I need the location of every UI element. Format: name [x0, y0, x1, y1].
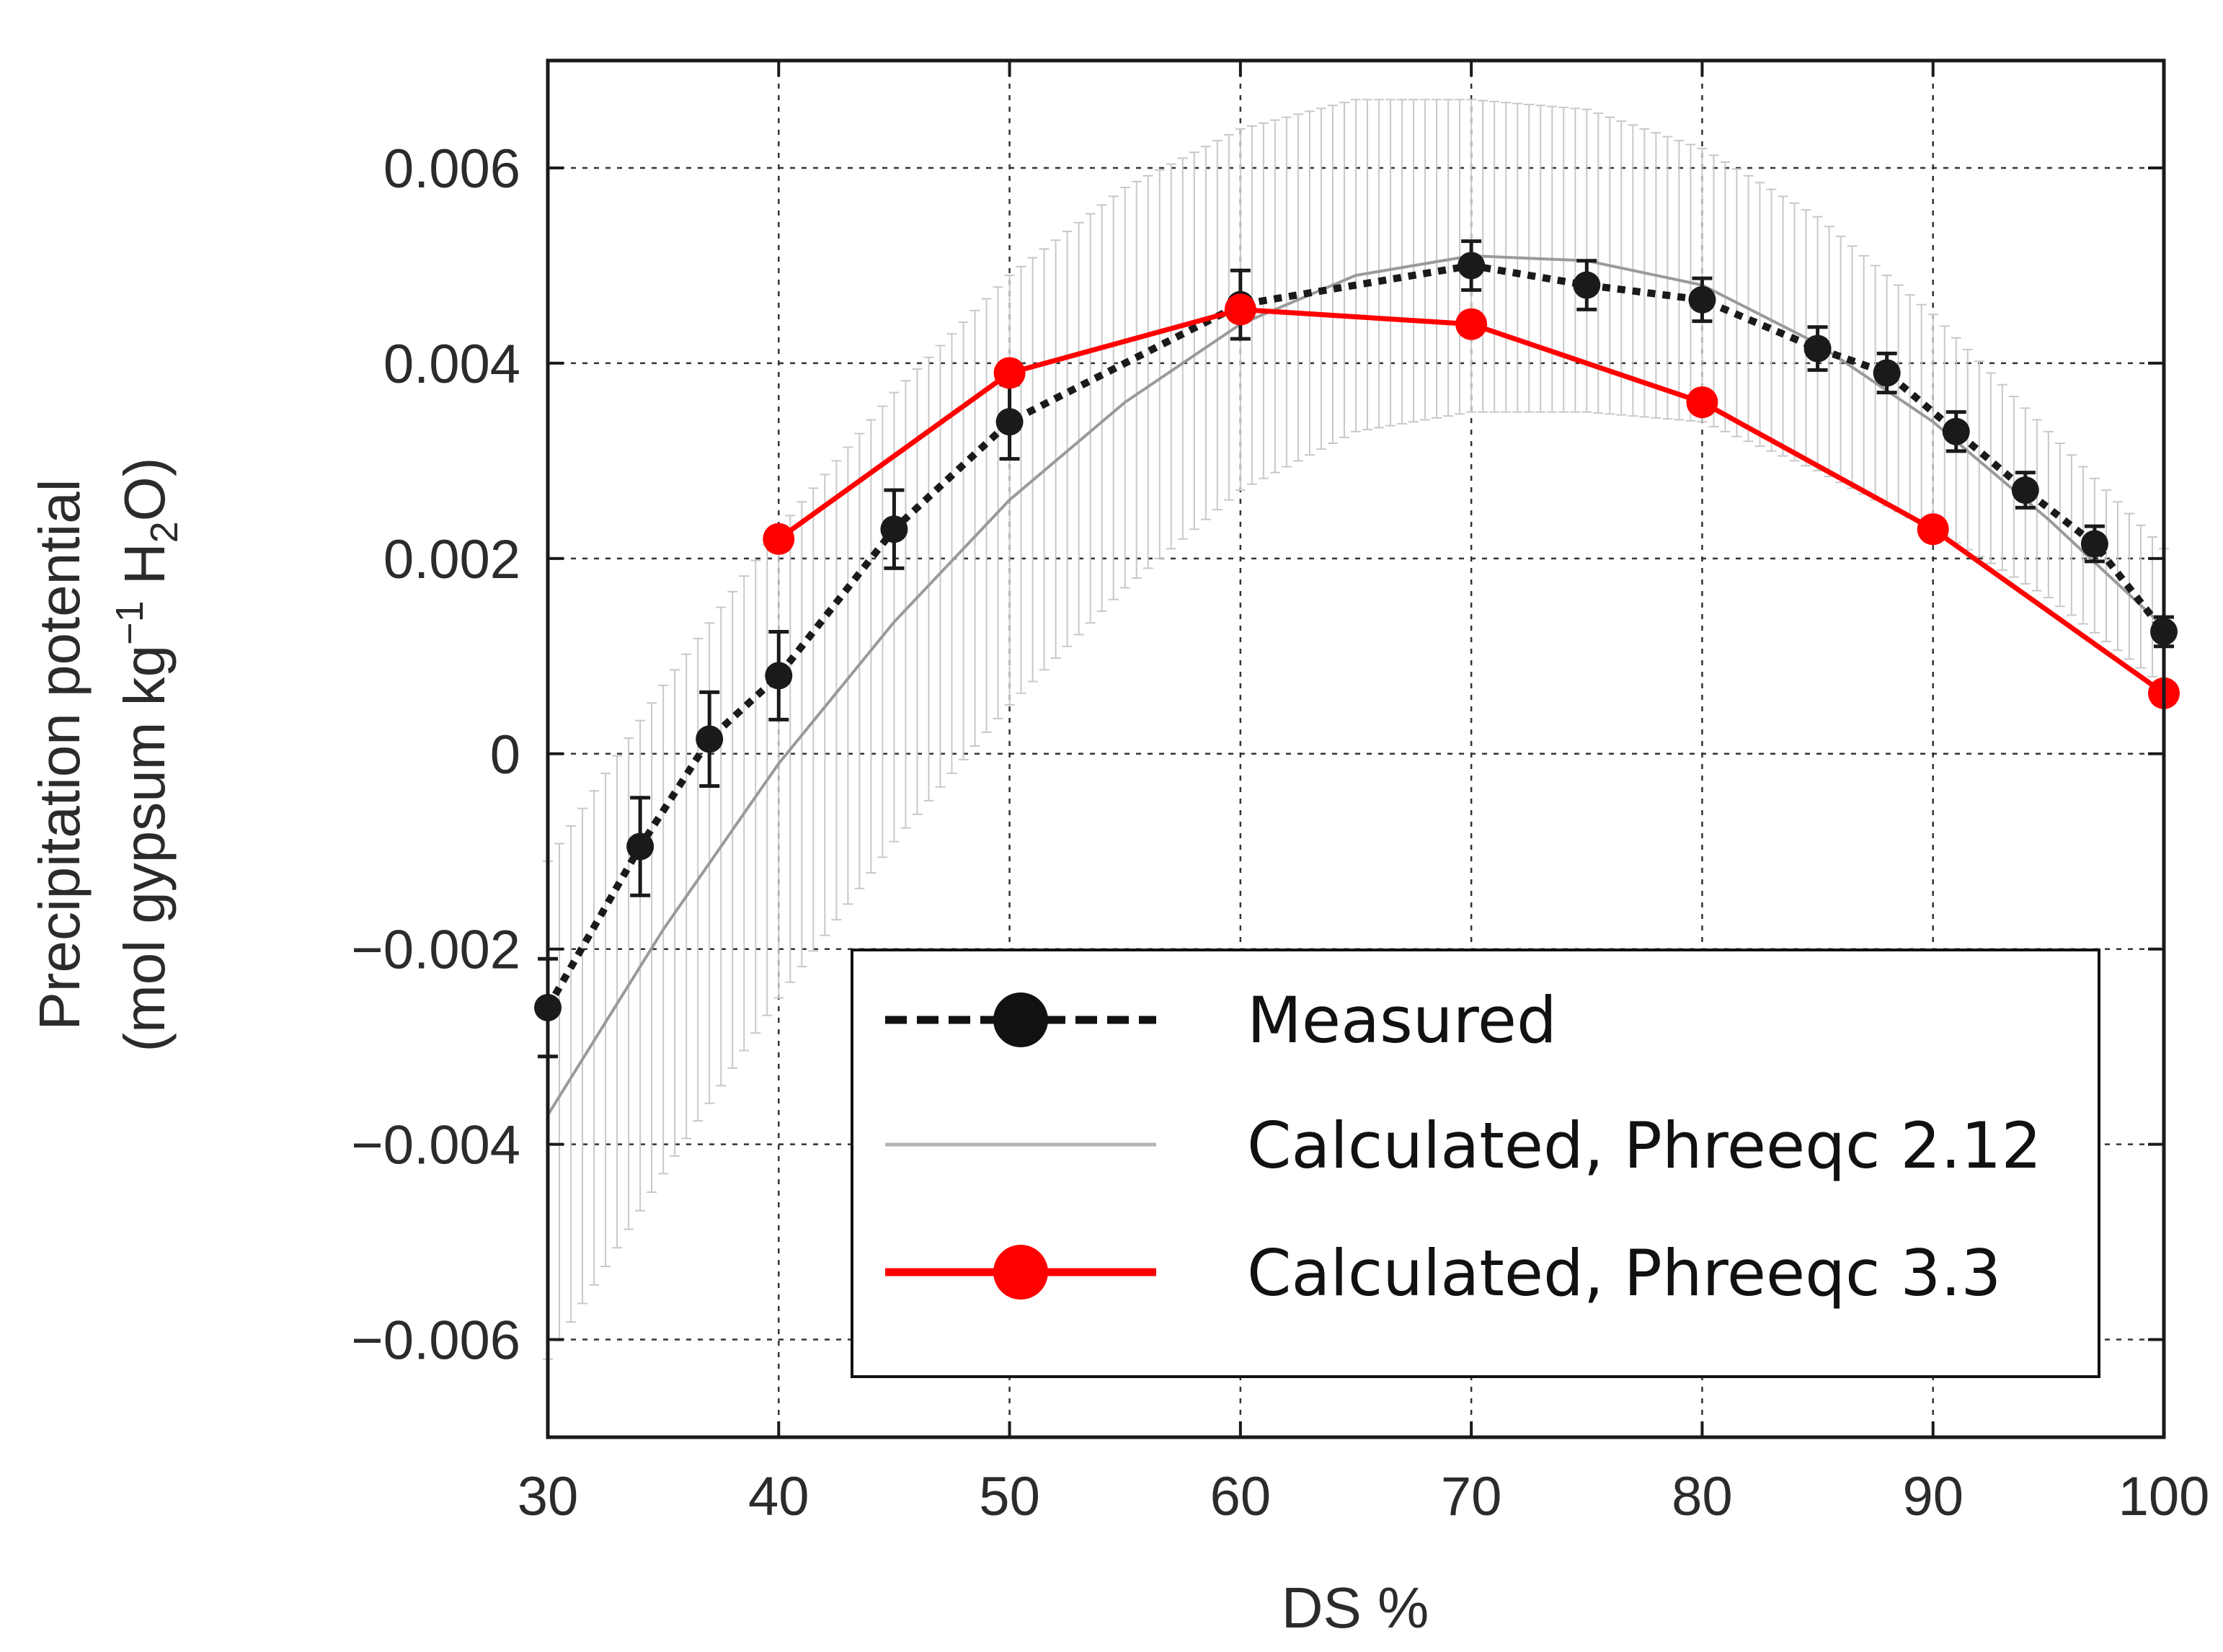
measured-line — [544, 262, 2167, 1010]
phreeqc-2-12-uncertainty-band — [543, 99, 2169, 1360]
measured-point — [1573, 271, 1601, 299]
x-tick-label: 30 — [518, 1466, 579, 1527]
y-axis-label-line2: (mol gypsum kg−1 H2O) — [108, 457, 186, 1052]
x-tick-label: 40 — [748, 1466, 809, 1527]
phreeqc-3-3-point — [993, 357, 1026, 389]
measured-point — [696, 725, 724, 753]
y-tick-label: −0.006 — [351, 1310, 520, 1372]
series-layer — [534, 239, 2180, 1116]
phreeqc-3-3-point — [1224, 293, 1256, 326]
legend-item-measured: Measured — [885, 983, 1557, 1057]
legend-item-phreeqc-2-12: Calculated, Phreeqc 2.12 — [885, 1109, 2041, 1183]
legend-item-phreeqc-3-3: Calculated, Phreeqc 3.3 — [885, 1236, 2001, 1310]
legend-phreeqc-3-3-marker — [993, 1245, 1048, 1300]
x-tick-label: 80 — [1672, 1466, 1733, 1527]
measured-point — [880, 515, 908, 543]
x-axis: 30 40 50 60 70 80 90 100 — [518, 61, 2210, 1527]
measured-point — [2080, 530, 2108, 558]
x-tick-label: 60 — [1210, 1466, 1272, 1527]
x-tick-label: 70 — [1441, 1466, 1502, 1527]
measured-point — [1457, 252, 1486, 280]
measured-point — [626, 832, 655, 861]
plot-frame — [546, 58, 2166, 1439]
phreeqc-2-12-line — [546, 254, 2165, 1116]
y-tick-label: 0.006 — [383, 138, 520, 200]
measured-point — [995, 408, 1024, 436]
y-axis: −0.006 −0.004 −0.002 0 0.002 0.004 0.006 — [351, 138, 2164, 1372]
measured-point — [2011, 476, 2039, 505]
x-axis-label: DS % — [1282, 1576, 1429, 1640]
legend-phreeqc-3-3-label: Calculated, Phreeqc 3.3 — [1247, 1236, 2001, 1310]
y-axis-label: Precipitation potential (mol gypsum kg−1… — [27, 457, 186, 1052]
measured-point — [1873, 359, 1901, 387]
y-tick-label: −0.002 — [351, 920, 520, 981]
y-tick-label: 0.004 — [383, 334, 520, 395]
measured-point — [1942, 417, 1970, 445]
x-tick-label: 90 — [1902, 1466, 1964, 1527]
phreeqc-3-3-point — [1917, 513, 1949, 546]
x-tick-label: 100 — [2118, 1466, 2210, 1527]
phreeqc-3-3-point — [763, 523, 795, 555]
phreeqc-3-3-point — [1455, 308, 1488, 340]
y-tick-label: 0 — [490, 724, 520, 786]
measured-point — [765, 662, 793, 690]
y-tick-label: 0.002 — [383, 529, 520, 590]
legend-measured-label: Measured — [1247, 983, 1557, 1057]
legend: Measured Calculated, Phreeqc 2.12 Calcul… — [851, 949, 2100, 1378]
legend-measured-marker — [993, 992, 1048, 1047]
y-axis-label-line1: Precipitation potential — [27, 479, 92, 1031]
measured-point — [1688, 285, 1716, 314]
phreeqc-3-3-point — [1686, 386, 1718, 419]
legend-phreeqc-2-12-label: Calculated, Phreeqc 2.12 — [1247, 1109, 2041, 1183]
x-tick-label: 50 — [979, 1466, 1040, 1527]
measured-point — [1803, 334, 1832, 363]
y-tick-label: −0.004 — [351, 1115, 520, 1176]
